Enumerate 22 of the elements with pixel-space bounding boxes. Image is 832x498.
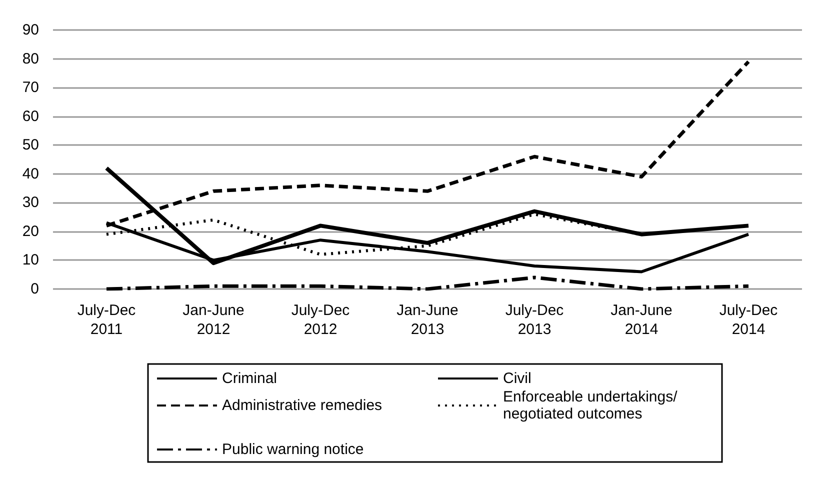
x-tick-label: Jan-June 2013 <box>396 302 458 338</box>
y-tick-label: 20 <box>22 222 39 240</box>
y-tick-label: 30 <box>22 194 39 212</box>
y-tick-label: 50 <box>22 136 39 154</box>
y-tick-label: 70 <box>22 79 39 96</box>
x-tick-label: July-Dec 2014 <box>719 302 778 338</box>
legend-label: Civil <box>503 370 532 387</box>
y-tick-label: 90 <box>22 22 39 38</box>
x-tick-label: July-Dec 2013 <box>505 302 564 338</box>
x-tick-label: July-Dec 2011 <box>77 302 136 338</box>
y-tick-label: 80 <box>22 50 39 68</box>
legend-label: Public warning notice <box>222 441 364 458</box>
y-tick-label: 40 <box>22 165 39 182</box>
legend-label: Criminal <box>222 370 278 387</box>
x-tick-label: Jan-June 2014 <box>610 302 672 338</box>
x-tick-label: July-Dec 2012 <box>291 302 350 338</box>
y-tick-label: 0 <box>30 280 39 298</box>
legend-label: Enforceable undertakings/ negotiated outcomes <box>503 388 682 422</box>
y-tick-label: 10 <box>22 252 39 269</box>
legend-label: Administrative remedies <box>222 397 382 414</box>
y-tick-label: 60 <box>22 108 39 125</box>
x-tick-label: Jan-June 2012 <box>182 302 244 338</box>
